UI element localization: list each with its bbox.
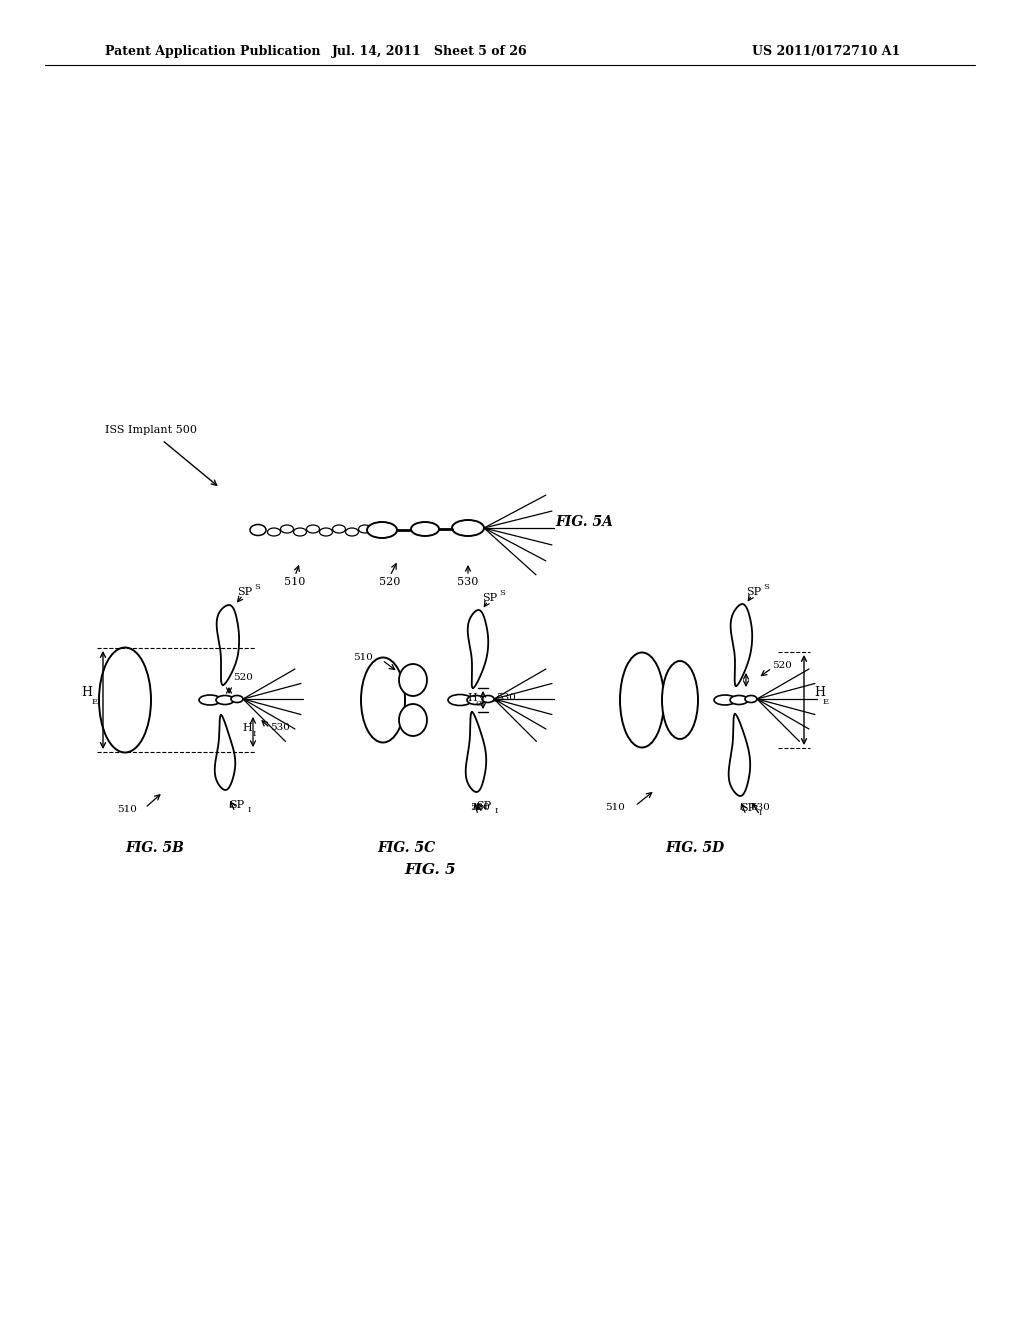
Ellipse shape bbox=[250, 524, 266, 536]
Text: SP: SP bbox=[482, 593, 498, 603]
Ellipse shape bbox=[306, 525, 319, 533]
Polygon shape bbox=[466, 711, 486, 792]
Text: H: H bbox=[242, 723, 252, 733]
Ellipse shape bbox=[281, 525, 294, 533]
Text: S: S bbox=[254, 583, 260, 591]
Text: H: H bbox=[467, 693, 477, 704]
Text: H: H bbox=[82, 685, 92, 698]
Ellipse shape bbox=[361, 657, 406, 742]
Ellipse shape bbox=[745, 696, 757, 702]
Ellipse shape bbox=[399, 704, 427, 737]
Ellipse shape bbox=[411, 521, 439, 536]
Polygon shape bbox=[729, 714, 751, 796]
Ellipse shape bbox=[662, 661, 698, 739]
Ellipse shape bbox=[452, 520, 484, 536]
Text: E: E bbox=[823, 698, 829, 706]
Text: SP: SP bbox=[746, 587, 762, 597]
Text: 510: 510 bbox=[353, 653, 373, 663]
Ellipse shape bbox=[449, 694, 472, 705]
Text: 510: 510 bbox=[117, 805, 137, 814]
Ellipse shape bbox=[216, 696, 234, 705]
Text: SP: SP bbox=[229, 800, 245, 810]
Text: SP: SP bbox=[476, 801, 492, 810]
Text: 520: 520 bbox=[470, 804, 489, 813]
Text: 510: 510 bbox=[285, 577, 306, 587]
Text: SP: SP bbox=[238, 587, 253, 597]
Text: 530: 530 bbox=[496, 693, 516, 702]
Text: S: S bbox=[499, 589, 505, 597]
Text: SP: SP bbox=[740, 803, 756, 813]
Text: 530: 530 bbox=[750, 804, 770, 813]
Ellipse shape bbox=[199, 696, 221, 705]
Text: 520: 520 bbox=[379, 577, 400, 587]
Text: 520: 520 bbox=[233, 673, 253, 682]
Text: 510: 510 bbox=[605, 804, 625, 813]
Ellipse shape bbox=[358, 525, 372, 533]
Text: FIG. 5: FIG. 5 bbox=[404, 863, 456, 876]
Polygon shape bbox=[468, 610, 488, 688]
Text: I: I bbox=[248, 807, 251, 814]
Polygon shape bbox=[730, 605, 753, 686]
Text: 520: 520 bbox=[772, 660, 792, 669]
Ellipse shape bbox=[231, 696, 243, 702]
Text: E: E bbox=[92, 698, 98, 706]
Ellipse shape bbox=[467, 696, 485, 705]
Polygon shape bbox=[217, 605, 240, 685]
Polygon shape bbox=[215, 715, 236, 789]
Text: I: I bbox=[759, 809, 762, 817]
Ellipse shape bbox=[482, 696, 494, 702]
Text: Patent Application Publication: Patent Application Publication bbox=[105, 45, 321, 58]
Ellipse shape bbox=[99, 648, 151, 752]
Ellipse shape bbox=[620, 652, 664, 747]
Text: H: H bbox=[814, 685, 825, 698]
Text: US 2011/0172710 A1: US 2011/0172710 A1 bbox=[752, 45, 900, 58]
Text: FIG. 5C: FIG. 5C bbox=[377, 841, 435, 855]
Ellipse shape bbox=[267, 528, 281, 536]
Ellipse shape bbox=[730, 696, 748, 705]
Ellipse shape bbox=[333, 525, 345, 533]
Ellipse shape bbox=[345, 528, 358, 536]
Ellipse shape bbox=[714, 696, 736, 705]
Text: ISS Implant 500: ISS Implant 500 bbox=[105, 425, 197, 436]
Text: C: C bbox=[476, 700, 482, 708]
Text: FIG. 5D: FIG. 5D bbox=[666, 841, 725, 855]
Ellipse shape bbox=[399, 664, 427, 696]
Text: FIG. 5B: FIG. 5B bbox=[126, 841, 184, 855]
Ellipse shape bbox=[319, 528, 333, 536]
Text: 530: 530 bbox=[270, 723, 290, 733]
Text: Jul. 14, 2011   Sheet 5 of 26: Jul. 14, 2011 Sheet 5 of 26 bbox=[332, 45, 527, 58]
Ellipse shape bbox=[367, 521, 397, 539]
Text: I: I bbox=[495, 807, 498, 814]
Ellipse shape bbox=[294, 528, 306, 536]
Text: I: I bbox=[252, 730, 256, 738]
Text: FIG. 5A: FIG. 5A bbox=[555, 515, 613, 529]
Text: S: S bbox=[763, 583, 769, 591]
Text: 530: 530 bbox=[458, 577, 478, 587]
